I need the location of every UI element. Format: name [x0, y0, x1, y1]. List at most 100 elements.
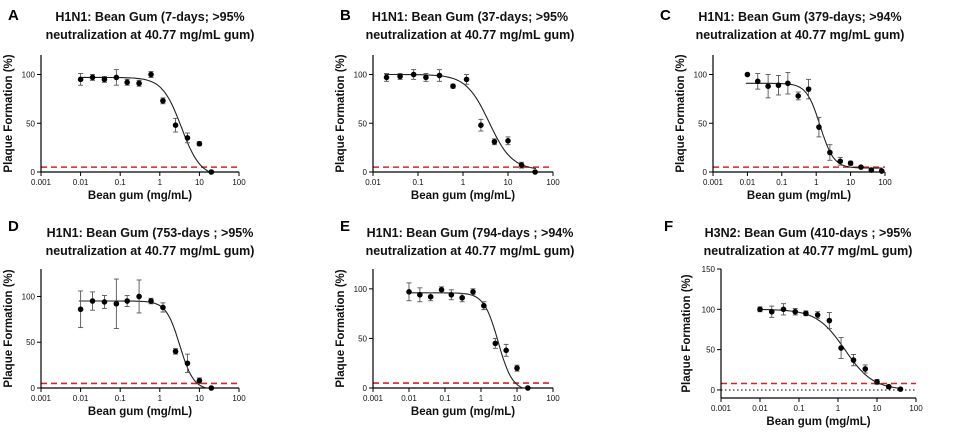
- x-tick-label: 10: [504, 178, 513, 187]
- x-tick-label: 0.1: [776, 178, 788, 187]
- y-tick-label: 0: [31, 168, 36, 177]
- data-point: [805, 86, 812, 92]
- y-tick-label: 50: [698, 119, 707, 128]
- data-point: [744, 71, 751, 78]
- chart-title-line2: neutralization at 40.77 mg/mL gum): [696, 28, 905, 42]
- chart-title-line1: H1N1: Bean Gum (7-days; >95%: [55, 10, 244, 24]
- data-point: [505, 138, 511, 144]
- x-tick-label: 0.1: [115, 394, 127, 403]
- data-point: [427, 293, 434, 300]
- panel-f: F H3N2: Bean Gum (410-days ; >95% neutrali…: [664, 218, 923, 428]
- data-point: [532, 169, 538, 175]
- fit-curve: [745, 82, 883, 169]
- data-point: [838, 345, 844, 351]
- data-point: [113, 300, 120, 307]
- data-point: [858, 164, 864, 170]
- x-tick-label: 0.01: [401, 394, 417, 403]
- data-point: [184, 135, 191, 141]
- y-tick-label: 0: [31, 384, 36, 393]
- data-point: [136, 293, 142, 300]
- x-tick-label: 10: [846, 178, 855, 187]
- panel-a: A H1N1: Bean Gum (7-days; >95% neutralizat…: [3, 7, 254, 202]
- data-point: [417, 291, 423, 298]
- data-point: [754, 78, 761, 85]
- x-axis-label: Bean gum (mg/mL): [766, 416, 870, 428]
- data-point: [850, 357, 857, 363]
- data-point: [77, 76, 84, 83]
- x-tick-label: 0.001: [703, 178, 724, 187]
- x-axis-label: Bean gum (mg/mL): [411, 190, 515, 202]
- data-point: [410, 71, 417, 78]
- x-tick-label: 0.01: [752, 404, 768, 413]
- data-point: [878, 168, 885, 174]
- data-point: [196, 377, 203, 384]
- x-tick-label: 100: [878, 178, 892, 187]
- y-tick-label: 0: [703, 168, 708, 177]
- panel-b: B H1N1: Bean Gum (37-days; >95% neutraliza…: [335, 7, 574, 202]
- x-tick-label: 0.01: [73, 178, 89, 187]
- x-axis-label: Bean gum (mg/mL): [88, 406, 192, 418]
- x-axis-label: Bean gum (mg/mL): [88, 190, 192, 202]
- x-tick-label: 0.001: [31, 394, 52, 403]
- data-point: [481, 302, 487, 309]
- data-point: [196, 140, 203, 147]
- data-point: [436, 72, 443, 79]
- chart-title-line2: neutralization at 40.77 mg/mL gum): [366, 244, 575, 258]
- y-axis-label: Plaque Formation (%): [3, 269, 15, 387]
- data-point: [406, 289, 412, 295]
- x-tick-label: 1: [479, 394, 484, 403]
- panel-letter-a: A: [8, 7, 19, 24]
- x-axis-label: Bean gum (mg/mL): [411, 406, 515, 418]
- data-point: [160, 98, 166, 104]
- x-tick-label: 0.1: [793, 404, 805, 413]
- data-point: [765, 83, 771, 89]
- panel-letter-e: E: [340, 218, 350, 235]
- x-tick-label: 0.01: [365, 178, 381, 187]
- chart-title-line2: neutralization at 40.77 mg/mL gum): [704, 244, 913, 258]
- data-point: [874, 379, 880, 385]
- data-point: [491, 138, 498, 145]
- data-point: [518, 162, 525, 168]
- data-point: [136, 80, 142, 87]
- y-tick-label: 50: [26, 119, 35, 128]
- y-tick-label: 100: [354, 71, 368, 80]
- data-point: [459, 294, 465, 301]
- fit-curve: [407, 292, 529, 389]
- data-point: [124, 298, 130, 304]
- data-point: [792, 308, 799, 315]
- x-tick-label: 0.001: [363, 394, 384, 403]
- data-point: [525, 385, 531, 391]
- data-point: [423, 74, 429, 81]
- y-tick-label: 0: [363, 168, 368, 177]
- data-point: [160, 304, 166, 311]
- data-point: [492, 340, 499, 347]
- data-point: [148, 71, 154, 78]
- x-tick-label: 1: [158, 178, 163, 187]
- y-axis-label: Plaque Formation (%): [681, 274, 693, 392]
- data-point: [397, 73, 403, 80]
- data-point: [785, 80, 791, 87]
- y-tick-label: 100: [354, 285, 368, 294]
- data-point: [803, 310, 809, 317]
- data-point: [172, 122, 179, 128]
- x-tick-label: 100: [232, 178, 246, 187]
- data-point: [757, 306, 763, 313]
- panel-letter-f: F: [664, 218, 673, 235]
- data-point: [826, 317, 833, 324]
- data-point: [113, 74, 120, 81]
- x-tick-label: 10: [195, 394, 204, 403]
- y-tick-label: 50: [706, 346, 715, 355]
- data-point: [514, 365, 520, 371]
- x-tick-label: 100: [546, 394, 560, 403]
- data-point: [885, 383, 892, 390]
- data-point: [780, 306, 787, 313]
- data-point: [89, 74, 96, 81]
- data-point: [383, 74, 390, 81]
- x-tick-label: 0.01: [73, 394, 89, 403]
- data-point: [463, 76, 470, 83]
- y-axis-label: Plaque Formation (%): [335, 269, 347, 387]
- y-tick-label: 100: [22, 292, 36, 301]
- x-tick-label: 10: [195, 178, 204, 187]
- panel-letter-d: D: [8, 218, 19, 235]
